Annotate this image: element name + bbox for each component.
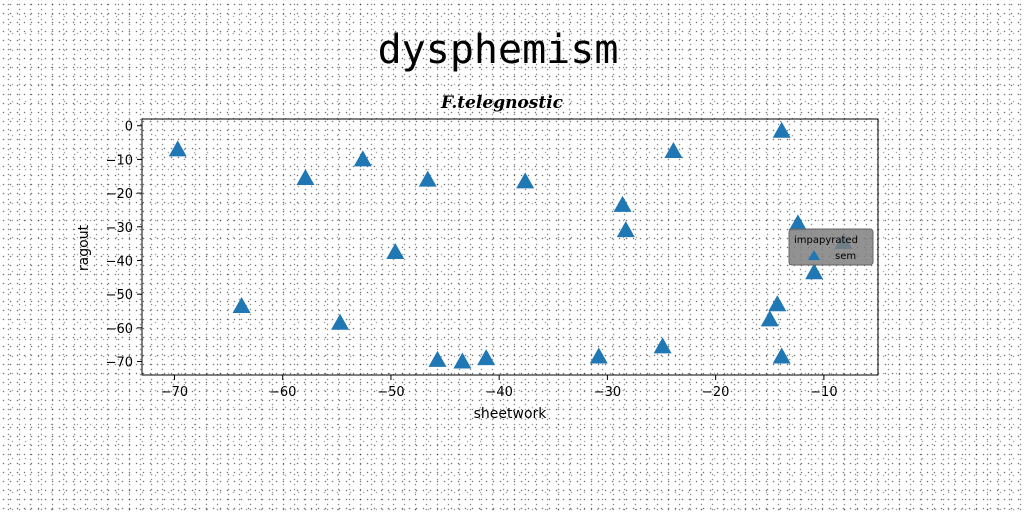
data-point (232, 296, 251, 313)
y-tick-label: −30 (106, 221, 133, 236)
plot-frame (141, 118, 879, 376)
legend-marker-icon (808, 250, 820, 260)
y-tick-label: −60 (106, 322, 133, 337)
chart-subtitle: F.telegnostic (440, 93, 564, 113)
data-point (418, 170, 437, 187)
data-point (772, 121, 791, 138)
data-point (768, 295, 787, 312)
data-point (331, 313, 350, 330)
x-tick-label: −60 (269, 385, 296, 400)
x-tick-label: −20 (702, 385, 729, 400)
data-points (168, 121, 853, 369)
data-point (428, 350, 447, 367)
data-point (168, 140, 187, 157)
x-axis-label: sheetwork (474, 406, 548, 422)
y-tick-label: −50 (106, 288, 133, 303)
y-tick-label: −20 (106, 187, 133, 202)
data-point (386, 243, 405, 260)
data-point (453, 352, 472, 369)
data-point (516, 172, 535, 189)
data-point (353, 150, 372, 167)
x-axis-ticks: −70 −60 −50 −40 −30 −20 −10 (161, 375, 838, 400)
data-point (613, 195, 632, 212)
data-point (653, 337, 672, 354)
data-point (296, 168, 315, 185)
data-point (772, 347, 791, 364)
x-tick-label: −40 (485, 385, 512, 400)
data-point (760, 310, 779, 327)
data-point (477, 349, 496, 366)
data-point (664, 142, 683, 158)
y-tick-label: −70 (106, 356, 133, 371)
x-tick-label: −50 (377, 385, 404, 400)
y-axis-ticks: 0 −10 −20 −30 −40 −50 −60 −70 (106, 120, 142, 371)
y-tick-label: −40 (106, 254, 133, 269)
data-point (589, 347, 608, 364)
data-point (788, 214, 807, 231)
legend-entry-label: sem (835, 251, 856, 262)
y-tick-label: −10 (106, 153, 133, 168)
y-tick-label: 0 (125, 120, 133, 135)
x-tick-label: −10 (810, 385, 837, 400)
x-tick-label: −70 (161, 385, 188, 400)
legend: impapyrated sem (788, 228, 874, 266)
y-axis-label: ragout (76, 224, 92, 271)
legend-title: impapyrated (794, 235, 858, 246)
legend-box (788, 228, 874, 266)
data-point (805, 263, 824, 280)
x-tick-label: −30 (594, 385, 621, 400)
chart-title: dysphemism (378, 27, 619, 73)
data-point (616, 221, 635, 238)
